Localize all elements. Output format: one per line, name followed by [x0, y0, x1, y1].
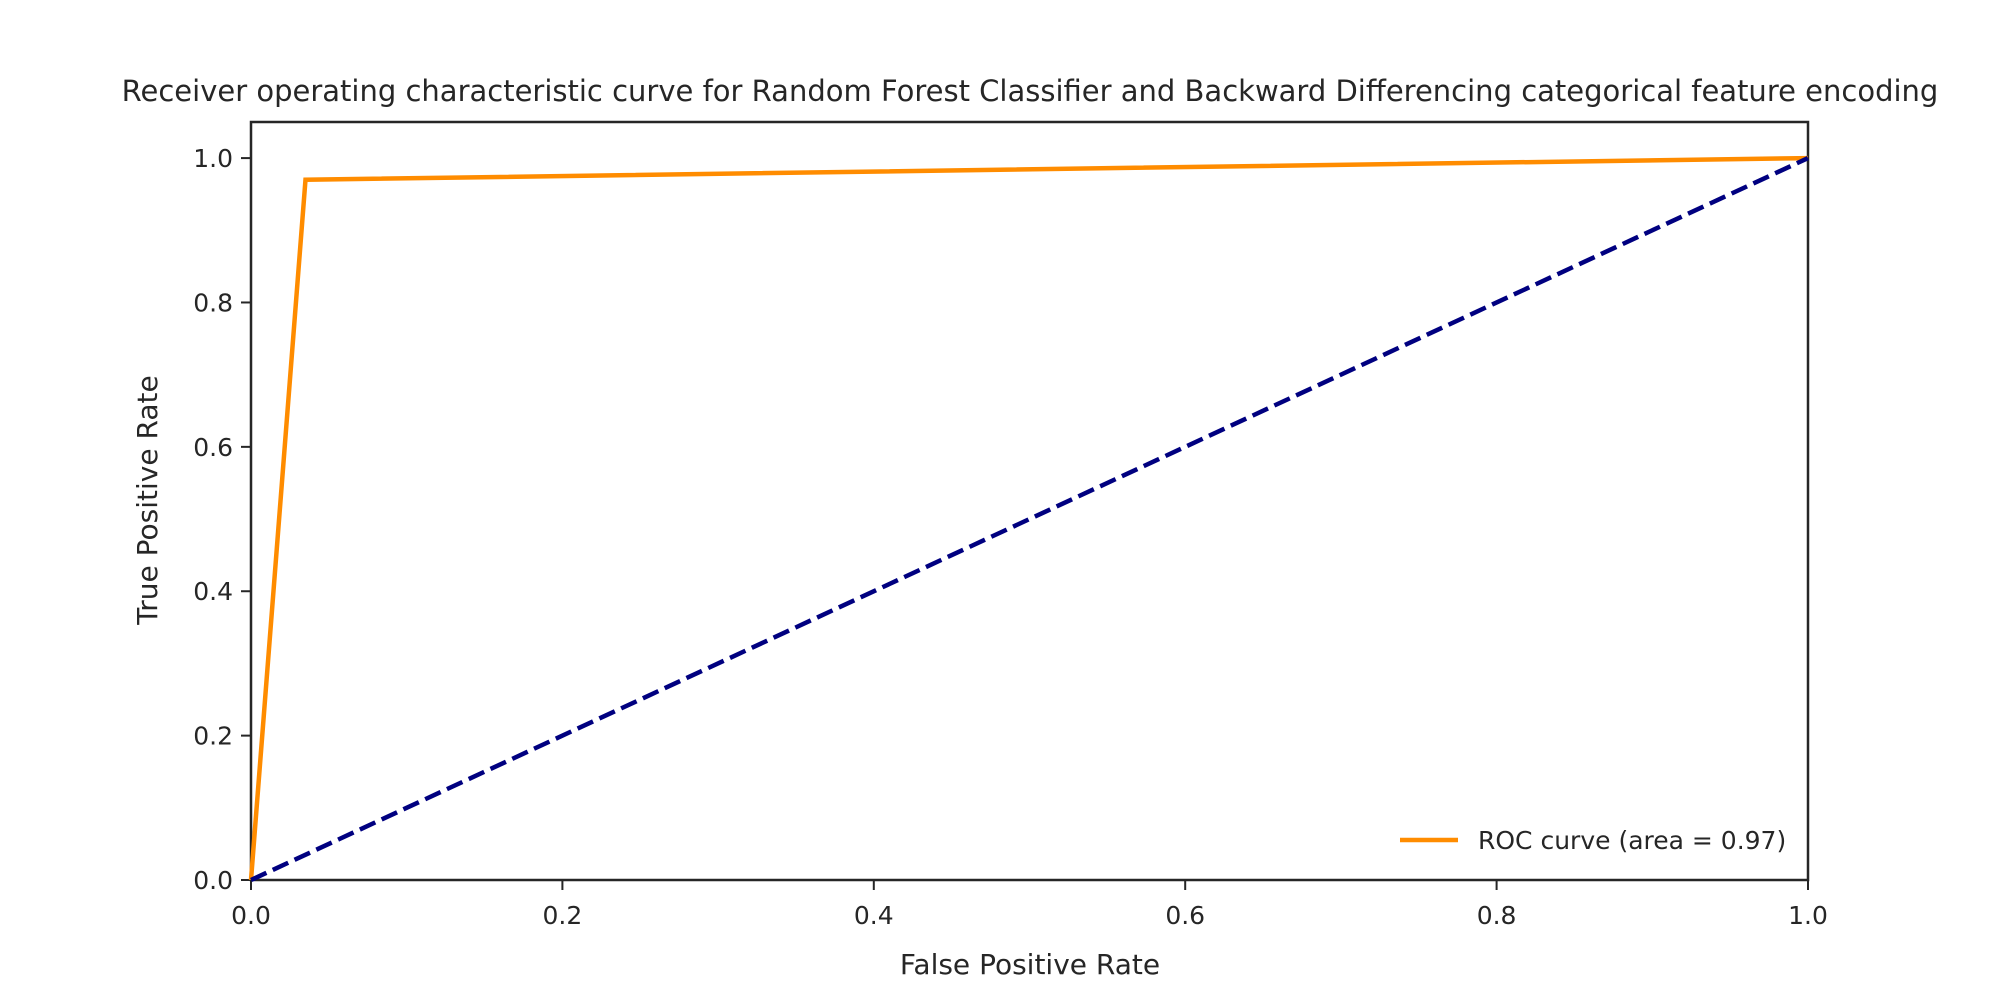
x-tick-label: 0.6: [1165, 901, 1205, 930]
x-tick-label: 1.0: [1788, 901, 1828, 930]
x-tick-label: 0.4: [854, 901, 894, 930]
x-tick-label: 0.0: [231, 901, 271, 930]
legend-label: ROC curve (area = 0.97): [1478, 826, 1786, 855]
x-tick-label: 0.8: [1477, 901, 1517, 930]
y-tick-label: 0.8: [193, 288, 233, 317]
y-tick-label: 1.0: [193, 144, 233, 173]
y-tick-label: 0.6: [193, 433, 233, 462]
chart-title: Receiver operating characteristic curve …: [122, 74, 1939, 108]
y-tick-label: 0.0: [193, 866, 233, 895]
plot-area: 0.0 0.2 0.4 0.6 0.8 1.0 0.0 0.2 0.4 0.6 0.8 1.0 ROC …: [193, 122, 1828, 930]
chance-diagonal-line: [251, 158, 1808, 880]
roc-curve-line: [251, 158, 1808, 880]
x-tick-label: 0.2: [543, 901, 583, 930]
y-axis-label: True Positive Rate: [131, 375, 164, 625]
y-tick-label: 0.2: [193, 722, 233, 751]
plot-frame: [251, 122, 1808, 880]
x-axis-label: False Positive Rate: [900, 948, 1160, 981]
y-tick-label: 0.4: [193, 577, 233, 606]
